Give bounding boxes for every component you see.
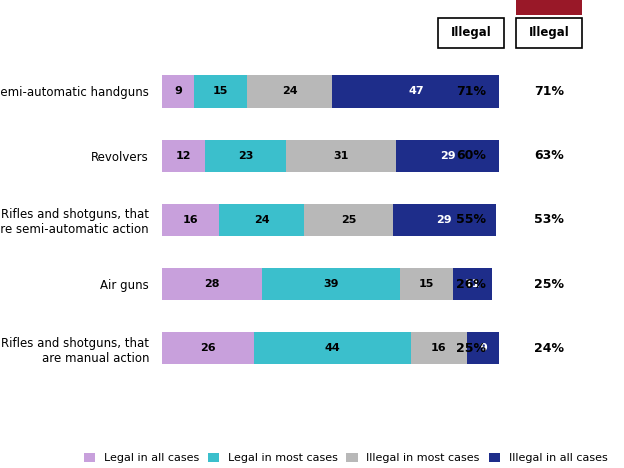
Text: 26%: 26%	[456, 278, 486, 291]
Bar	[255, 332, 411, 365]
Text: 39: 39	[323, 279, 338, 289]
Text: 71%: 71%	[456, 85, 486, 98]
Text: 9: 9	[479, 344, 487, 353]
Text: 44: 44	[324, 344, 340, 353]
Bar	[261, 268, 400, 300]
Text: 15: 15	[419, 279, 434, 289]
Bar	[162, 75, 194, 108]
Text: 25: 25	[341, 215, 356, 225]
Text: 47: 47	[408, 87, 424, 96]
Text: Illegal: Illegal	[451, 26, 492, 39]
Text: 26: 26	[200, 344, 216, 353]
Text: 12: 12	[176, 151, 192, 161]
Text: 29: 29	[440, 151, 456, 161]
Bar	[392, 204, 495, 236]
Text: 15: 15	[213, 87, 228, 96]
Text: 29: 29	[436, 215, 452, 225]
Text: 24: 24	[254, 215, 270, 225]
Bar	[286, 139, 396, 172]
Bar	[453, 268, 492, 300]
Text: 55%: 55%	[456, 213, 486, 227]
Text: 63%: 63%	[534, 149, 564, 162]
Bar	[396, 139, 499, 172]
Text: 31: 31	[334, 151, 349, 161]
Bar	[247, 75, 333, 108]
Text: 53%: 53%	[534, 213, 564, 227]
Bar	[219, 204, 304, 236]
Bar	[411, 332, 467, 365]
Text: Work w.
Vulnerable: Work w. Vulnerable	[514, 0, 585, 2]
Bar	[162, 268, 261, 300]
Text: 23: 23	[238, 151, 253, 161]
Bar	[162, 332, 255, 365]
Bar	[467, 332, 499, 365]
Bar	[304, 204, 392, 236]
Text: 60%: 60%	[456, 149, 486, 162]
Text: 71%: 71%	[534, 85, 564, 98]
Text: 16: 16	[431, 344, 447, 353]
Text: 11: 11	[465, 279, 480, 289]
Text: 24: 24	[282, 87, 298, 96]
Bar	[205, 139, 286, 172]
Text: Illegal: Illegal	[529, 26, 570, 39]
Bar	[162, 139, 205, 172]
Text: 25%: 25%	[534, 278, 564, 291]
Bar	[194, 75, 247, 108]
Text: 24%: 24%	[534, 342, 564, 355]
Text: 9: 9	[174, 87, 182, 96]
Legend: Legal in all cases, Legal in most cases, Illegal in most cases, Illegal in all c: Legal in all cases, Legal in most cases,…	[84, 453, 608, 463]
Bar	[400, 268, 453, 300]
Bar	[333, 75, 499, 108]
Text: 25%: 25%	[456, 342, 486, 355]
Text: 28: 28	[204, 279, 220, 289]
Text: 16: 16	[183, 215, 198, 225]
Bar	[162, 204, 219, 236]
